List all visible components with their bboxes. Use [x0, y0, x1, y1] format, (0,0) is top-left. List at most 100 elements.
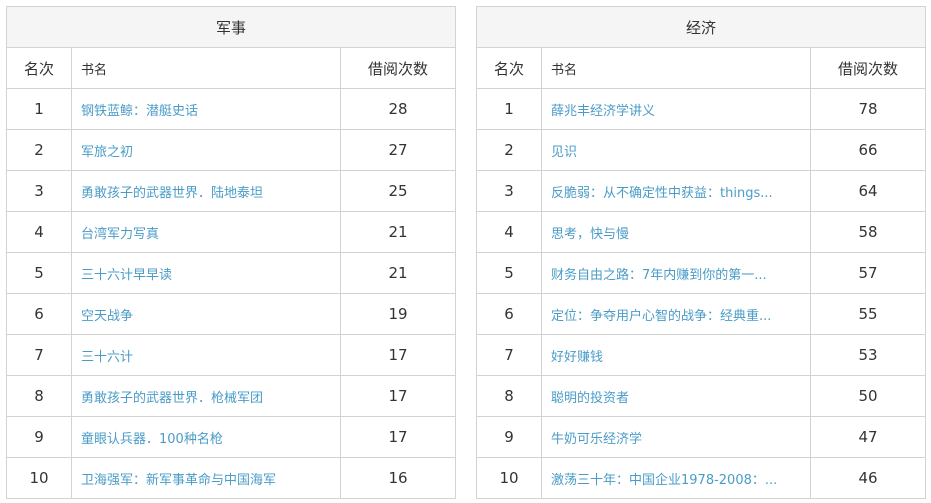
- book-name-cell: 好好赚钱: [541, 334, 811, 376]
- military-ranking-table: 军事 名次 书名 借阅次数 1 钢铁蓝鲸：潜艇史话 28 2 军旅之初 27 3 勇敢孩子的武…: [5, 6, 457, 499]
- borrow-count-cell: 17: [339, 375, 457, 417]
- borrow-count-cell: 57: [809, 252, 927, 294]
- borrow-count-cell: 78: [809, 88, 927, 130]
- book-name-cell: 见识: [541, 129, 811, 171]
- table-row: 1 钢铁蓝鲸：潜艇史话 28: [6, 88, 457, 130]
- book-link[interactable]: 三十六计早早读: [81, 267, 173, 283]
- rank-cell: 6: [6, 293, 72, 335]
- book-link[interactable]: 童眼认兵器．100种名枪: [81, 431, 223, 447]
- book-link[interactable]: 勇敢孩子的武器世界．陆地泰坦: [81, 185, 264, 201]
- book-link[interactable]: 军旅之初: [81, 144, 134, 160]
- rank-cell: 4: [476, 211, 542, 253]
- economy-ranking-table: 经济 名次 书名 借阅次数 1 薛兆丰经济学讲义 78 2 见识 66 3 反脆弱：从不确定性…: [475, 6, 927, 499]
- rank-cell: 1: [6, 88, 72, 130]
- borrow-count-cell: 28: [339, 88, 457, 130]
- book-link[interactable]: 聪明的投资者: [551, 390, 630, 406]
- book-link[interactable]: 台湾军力写真: [81, 226, 160, 242]
- table-row: 7 好好赚钱 53: [476, 334, 927, 376]
- borrow-count-cell: 21: [339, 252, 457, 294]
- borrow-count-cell: 25: [339, 170, 457, 212]
- book-link[interactable]: 三十六计: [81, 349, 134, 365]
- book-name-cell: 军旅之初: [71, 129, 341, 171]
- table-row: 10 激荡三十年：中国企业1978-2008：... 46: [476, 457, 927, 499]
- rank-cell: 3: [476, 170, 542, 212]
- rank-cell: 8: [476, 375, 542, 417]
- rank-cell: 5: [476, 252, 542, 294]
- book-name-cell: 勇敢孩子的武器世界．枪械军团: [71, 375, 341, 417]
- table-row: 8 聪明的投资者 50: [476, 375, 927, 417]
- rank-cell: 9: [476, 416, 542, 458]
- book-link[interactable]: 牛奶可乐经济学: [551, 431, 643, 447]
- table-row: 9 童眼认兵器．100种名枪 17: [6, 416, 457, 458]
- book-name-cell: 钢铁蓝鲸：潜艇史话: [71, 88, 341, 130]
- book-name-cell: 三十六计: [71, 334, 341, 376]
- table-row: 1 薛兆丰经济学讲义 78: [476, 88, 927, 130]
- book-name-cell: 童眼认兵器．100种名枪: [71, 416, 341, 458]
- book-link[interactable]: 思考，快与慢: [551, 226, 630, 242]
- table-row: 10 卫海强军：新军事革命与中国海军 16: [6, 457, 457, 499]
- rank-cell: 10: [6, 457, 72, 499]
- rank-cell: 4: [6, 211, 72, 253]
- book-link[interactable]: 薛兆丰经济学讲义: [551, 103, 656, 119]
- borrow-count-cell: 66: [809, 129, 927, 171]
- book-link[interactable]: 空天战争: [81, 308, 134, 324]
- table-row: 4 台湾军力写真 21: [6, 211, 457, 253]
- book-name-cell: 空天战争: [71, 293, 341, 335]
- book-name-header: 书名: [541, 47, 811, 89]
- borrow-count-cell: 17: [339, 416, 457, 458]
- table-row: 3 反脆弱：从不确定性中获益：things... 64: [476, 170, 927, 212]
- rank-cell: 2: [6, 129, 72, 171]
- table-row: 2 军旅之初 27: [6, 129, 457, 171]
- rank-header: 名次: [476, 47, 542, 89]
- book-name-cell: 牛奶可乐经济学: [541, 416, 811, 458]
- rank-cell: 3: [6, 170, 72, 212]
- rank-cell: 7: [6, 334, 72, 376]
- rank-cell: 8: [6, 375, 72, 417]
- table-row: 4 思考，快与慢 58: [476, 211, 927, 253]
- book-link[interactable]: 财务自由之路：7年内赚到你的第一...: [551, 267, 767, 283]
- table-row: 6 定位：争夺用户心智的战争：经典重... 55: [476, 293, 927, 335]
- rank-cell: 10: [476, 457, 542, 499]
- table-row: 7 三十六计 17: [6, 334, 457, 376]
- table-title: 经济: [475, 6, 927, 48]
- table-row: 9 牛奶可乐经济学 47: [476, 416, 927, 458]
- book-link[interactable]: 定位：争夺用户心智的战争：经典重...: [551, 308, 772, 324]
- borrow-count-header: 借阅次数: [339, 47, 457, 89]
- borrow-count-cell: 55: [809, 293, 927, 335]
- table-row: 5 财务自由之路：7年内赚到你的第一... 57: [476, 252, 927, 294]
- book-link[interactable]: 卫海强军：新军事革命与中国海军: [81, 472, 277, 488]
- borrow-count-cell: 50: [809, 375, 927, 417]
- book-name-cell: 反脆弱：从不确定性中获益：things...: [541, 170, 811, 212]
- table-row: 3 勇敢孩子的武器世界．陆地泰坦 25: [6, 170, 457, 212]
- table-row: 5 三十六计早早读 21: [6, 252, 457, 294]
- book-name-cell: 三十六计早早读: [71, 252, 341, 294]
- rank-header: 名次: [6, 47, 72, 89]
- borrow-count-cell: 53: [809, 334, 927, 376]
- book-name-cell: 定位：争夺用户心智的战争：经典重...: [541, 293, 811, 335]
- book-name-cell: 聪明的投资者: [541, 375, 811, 417]
- borrow-count-cell: 58: [809, 211, 927, 253]
- rank-cell: 2: [476, 129, 542, 171]
- borrow-count-cell: 27: [339, 129, 457, 171]
- book-name-cell: 财务自由之路：7年内赚到你的第一...: [541, 252, 811, 294]
- borrow-count-cell: 16: [339, 457, 457, 499]
- book-name-cell: 台湾军力写真: [71, 211, 341, 253]
- table-row: 6 空天战争 19: [6, 293, 457, 335]
- book-link[interactable]: 勇敢孩子的武器世界．枪械军团: [81, 390, 264, 406]
- borrow-count-cell: 64: [809, 170, 927, 212]
- book-link[interactable]: 钢铁蓝鲸：潜艇史话: [81, 103, 199, 119]
- borrow-count-header: 借阅次数: [809, 47, 927, 89]
- rank-cell: 5: [6, 252, 72, 294]
- table-row: 2 见识 66: [476, 129, 927, 171]
- book-link[interactable]: 激荡三十年：中国企业1978-2008：...: [551, 472, 778, 488]
- book-name-cell: 勇敢孩子的武器世界．陆地泰坦: [71, 170, 341, 212]
- book-name-cell: 激荡三十年：中国企业1978-2008：...: [541, 457, 811, 499]
- book-name-cell: 思考，快与慢: [541, 211, 811, 253]
- book-link[interactable]: 见识: [551, 144, 578, 160]
- table-row: 8 勇敢孩子的武器世界．枪械军团 17: [6, 375, 457, 417]
- book-link[interactable]: 反脆弱：从不确定性中获益：things...: [551, 185, 773, 201]
- book-link[interactable]: 好好赚钱: [551, 349, 604, 365]
- borrow-count-cell: 47: [809, 416, 927, 458]
- book-name-cell: 薛兆丰经济学讲义: [541, 88, 811, 130]
- borrow-count-cell: 17: [339, 334, 457, 376]
